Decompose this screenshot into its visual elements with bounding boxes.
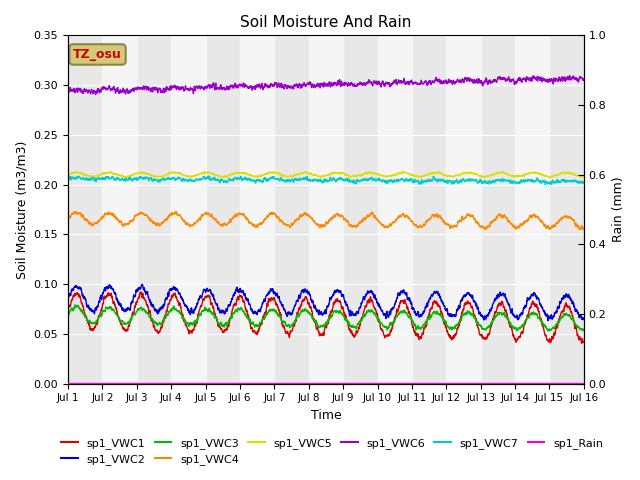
Title: Soil Moisture And Rain: Soil Moisture And Rain (240, 15, 412, 30)
Bar (308, 36, 343, 384)
Bar (240, 36, 275, 384)
Bar (171, 36, 205, 384)
Text: TZ_osu: TZ_osu (73, 48, 122, 61)
Legend: sp1_VWC1, sp1_VWC2, sp1_VWC3, sp1_VWC4, sp1_VWC5, sp1_VWC6, sp1_VWC7, sp1_Rain: sp1_VWC1, sp1_VWC2, sp1_VWC3, sp1_VWC4, … (57, 433, 607, 469)
Y-axis label: Soil Moisture (m3/m3): Soil Moisture (m3/m3) (15, 140, 28, 278)
Y-axis label: Rain (mm): Rain (mm) (612, 177, 625, 242)
Bar (102, 36, 137, 384)
Bar (515, 36, 550, 384)
X-axis label: Time: Time (310, 409, 341, 422)
Bar (378, 36, 412, 384)
Bar (446, 36, 481, 384)
